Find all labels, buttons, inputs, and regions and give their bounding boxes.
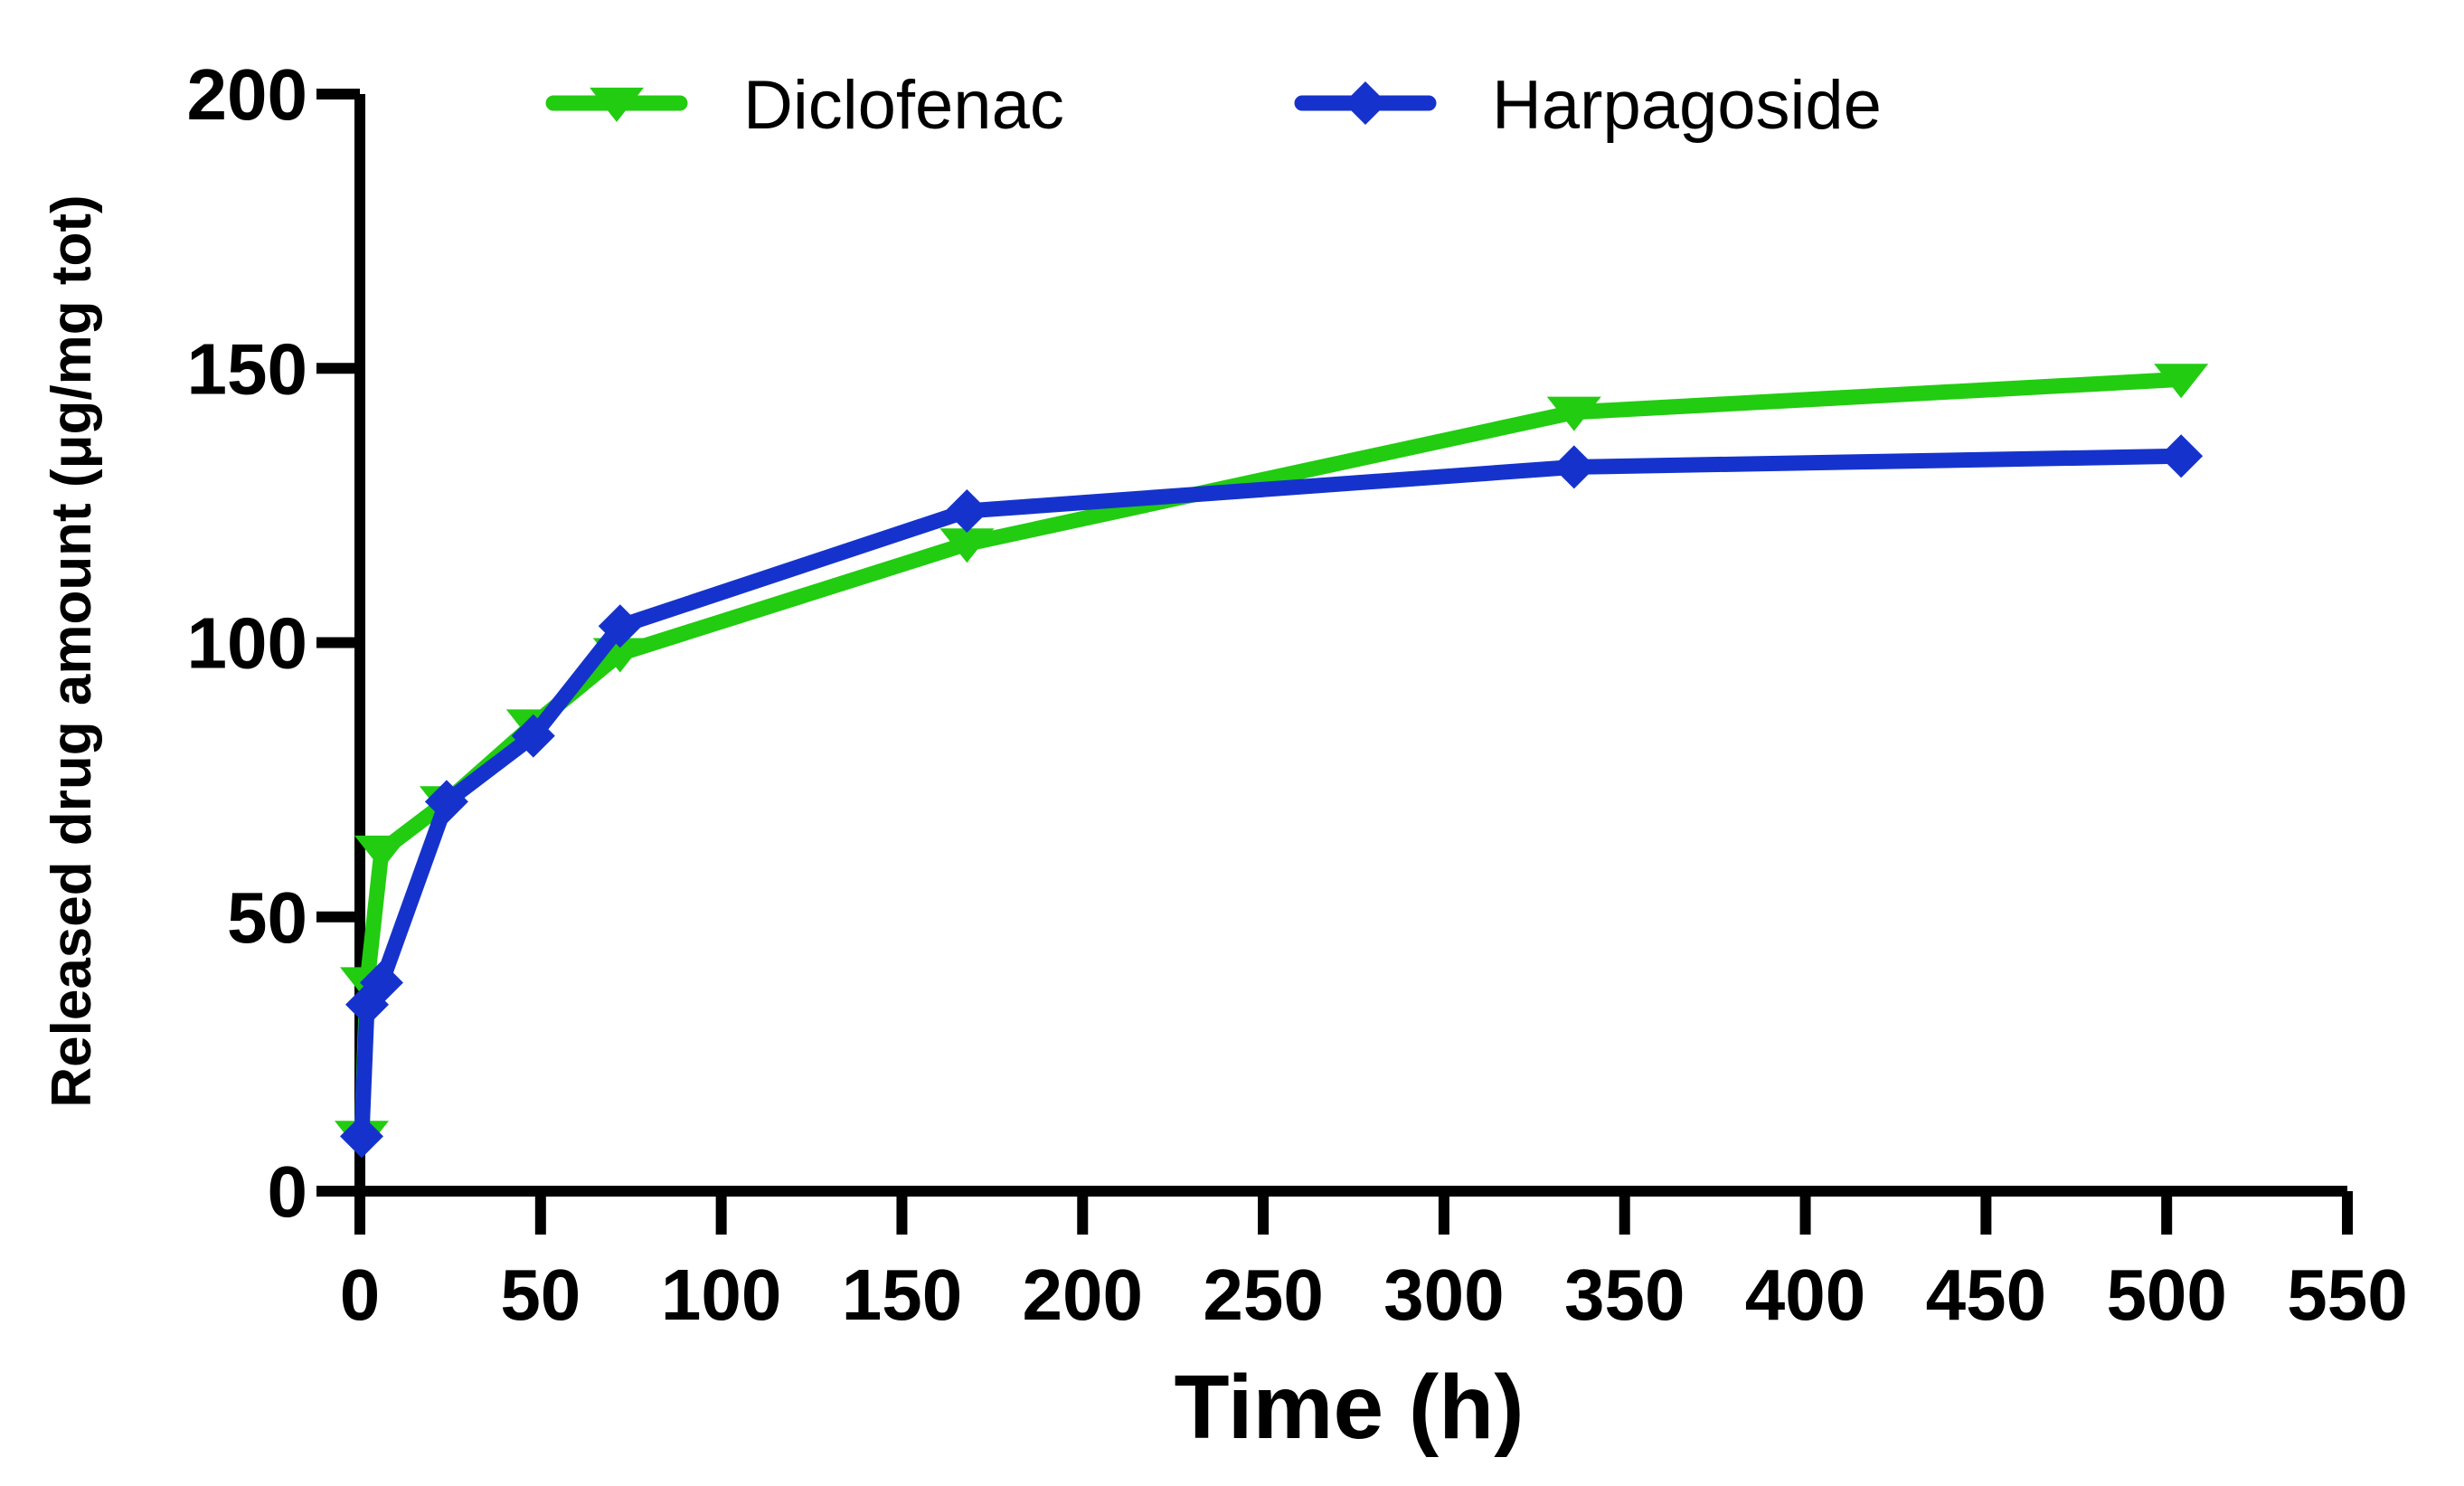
harpagoside-point: [511, 714, 555, 758]
x-tick-label: 550: [2287, 1254, 2407, 1335]
y-axis-title: Released drug amount (μg/mg tot): [41, 194, 103, 1107]
harpagoside-line: [354, 448, 2189, 1144]
legend-label: Diclofenac: [743, 67, 1064, 144]
axes: 0 50 100 150 200 0 50 100 150 200 250 300 350 400 450 5…: [187, 54, 2408, 1335]
series-layer: [334, 364, 2209, 1159]
x-tick-label: 500: [2106, 1254, 2226, 1335]
harpagoside-point: [1552, 445, 1596, 489]
series-harpagoside: [339, 434, 2204, 1159]
x-tick-label: 100: [661, 1254, 781, 1335]
x-tick-label: 200: [1023, 1254, 1143, 1335]
diclofenac-point: [2154, 364, 2209, 399]
diclofenac-point: [354, 835, 409, 870]
legend-item-harpagoside: Harpagoside: [1294, 67, 1882, 144]
x-tick-label: 50: [500, 1254, 581, 1335]
diclofenac-point: [1546, 396, 1601, 431]
harpagoside-point: [2159, 434, 2204, 478]
x-axis-title: Time (h): [1174, 1357, 1524, 1458]
x-tick-label: 150: [842, 1254, 962, 1335]
x-tick-label: 450: [1926, 1254, 2046, 1335]
harpagoside-point: [339, 1114, 383, 1159]
x-tick-label: 300: [1383, 1254, 1504, 1335]
y-tick-label: 0: [268, 1151, 308, 1232]
diclofenac-point: [939, 528, 995, 563]
legend-marker: [590, 87, 644, 122]
y-tick-label: 200: [187, 54, 307, 135]
legend-marker: [1344, 81, 1387, 125]
harpagoside-point: [598, 604, 642, 648]
y-tick-label: 100: [187, 603, 307, 684]
harpagoside-point: [945, 488, 989, 533]
legend-label: Harpagoside: [1492, 67, 1882, 144]
y-tick-label: 50: [227, 877, 307, 958]
harpagoside-point: [359, 961, 403, 1005]
legend-item-diclofenac: Diclofenac: [545, 67, 1064, 144]
x-tick-label: 350: [1564, 1254, 1685, 1335]
x-tick-label: 0: [340, 1254, 381, 1335]
y-tick-label: 150: [187, 328, 307, 409]
legend: Diclofenac Harpagoside: [545, 67, 1882, 144]
x-tick-label: 250: [1203, 1254, 1323, 1335]
x-tick-label: 400: [1745, 1254, 1865, 1335]
harpagoside-point: [424, 780, 468, 824]
